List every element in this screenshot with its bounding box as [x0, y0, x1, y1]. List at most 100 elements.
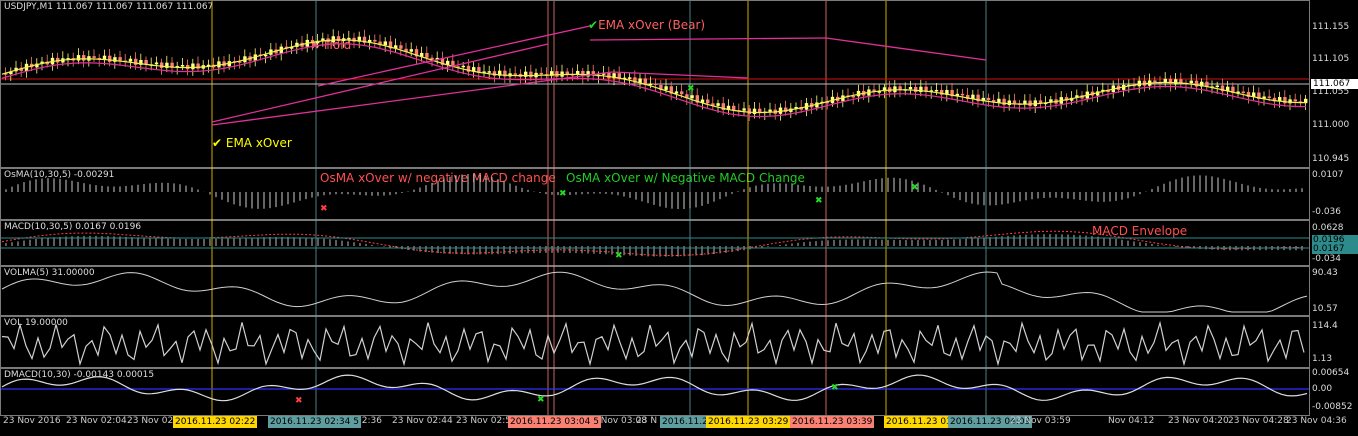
candle-body	[950, 89, 954, 97]
candle-body	[134, 58, 138, 65]
price-scale-4: 111.000	[1312, 120, 1350, 130]
candle-body	[440, 57, 445, 65]
candle-body	[1096, 91, 1100, 96]
price-scale-1: 111.155	[1312, 22, 1350, 32]
candle-body	[659, 84, 663, 90]
candle-body	[430, 57, 434, 60]
candle-body	[1272, 97, 1277, 102]
candle-body	[170, 62, 174, 68]
candle-body	[498, 70, 502, 76]
candle-body	[362, 36, 367, 43]
candle-body	[758, 108, 762, 114]
candle-body	[960, 93, 965, 96]
candle-body	[794, 106, 798, 109]
candle-body	[336, 36, 341, 42]
signal-mark: ✖	[831, 383, 839, 393]
time-label-2: 23 Nov 02:04	[66, 416, 127, 426]
time-highlight-6: 2016.11.23 03:39	[790, 416, 875, 428]
candle-body	[404, 48, 408, 52]
candle-body	[373, 39, 377, 42]
volma-scale-1: 90.43	[1312, 268, 1338, 278]
ema-slow-line	[1, 43, 1307, 118]
candle-body	[1200, 81, 1204, 87]
candle-body	[529, 71, 533, 78]
volma-title: VOLMA(5) 31.00000	[4, 268, 95, 278]
candle-body	[706, 99, 710, 104]
trend-line	[211, 43, 549, 123]
candle-body	[1226, 86, 1230, 92]
volma-pane[interactable]: VOLMA(5) 31.00000	[0, 266, 1310, 316]
candle-body	[992, 100, 996, 103]
candle-body	[825, 101, 829, 104]
candle-body	[446, 60, 450, 65]
candle-body	[576, 70, 580, 75]
candle-body	[66, 58, 70, 60]
main-price-pane[interactable]: USDJPY,M1 111.067 111.067 111.067 111.06…	[0, 0, 1310, 168]
candle-body	[456, 66, 460, 68]
time-label-1: 23 Nov 2016	[3, 416, 61, 426]
candle-body	[399, 45, 403, 49]
candle-body	[856, 90, 861, 97]
candle-body	[409, 49, 413, 52]
dmacd-pane[interactable]: DMACD(10,30) -0.00143 0.00015	[0, 368, 1310, 416]
osma-pos-annotation: OsMA xOver w/ Negative MACD Change	[566, 171, 805, 185]
chart-title: USDJPY,M1 111.067 111.067 111.067 111.06…	[4, 2, 214, 12]
candle-body	[472, 67, 476, 72]
macd-title: MACD(10,30,5) 0.0167 0.0196	[4, 222, 142, 232]
candle-body	[1246, 91, 1251, 97]
time-label-10: Nov 04:12	[1108, 416, 1155, 426]
candle-body	[1283, 97, 1287, 104]
vol-pane[interactable]: VOL 19.00000	[0, 316, 1310, 368]
candle-body	[513, 73, 517, 75]
time-label-9: 23 Nov 03:59	[1010, 416, 1071, 426]
candle-body	[144, 59, 148, 65]
osma-scale-1: 0.0107	[1312, 170, 1344, 180]
price-scale-5: 110.945	[1312, 154, 1350, 164]
candle-body	[414, 49, 419, 57]
candle-body	[617, 73, 621, 79]
candle-body	[1064, 97, 1069, 101]
candle-body	[40, 61, 44, 64]
candle-body	[1252, 92, 1256, 97]
ema-xover-bear-annotation: ✔EMA xOver (Bear)	[588, 18, 706, 32]
trend-line	[211, 71, 613, 126]
time-highlight-1: 2016.11.23 02:22	[173, 416, 258, 428]
candle-body	[1293, 99, 1297, 102]
candle-body	[92, 56, 96, 58]
candle-body	[622, 77, 627, 80]
candle-body	[378, 41, 382, 46]
candle-body	[550, 71, 554, 76]
candle-body	[1168, 78, 1173, 85]
candle-body	[1007, 100, 1011, 106]
signal-mark: ✖	[537, 395, 545, 405]
volma-line	[1, 271, 1308, 313]
candle-body	[981, 97, 985, 102]
signal-mark: ✖	[615, 251, 623, 261]
candle-body	[139, 59, 143, 65]
trend-line	[589, 37, 827, 41]
macd-pane[interactable]: MACD(10,30,5) 0.0167 0.0196	[0, 220, 1310, 266]
osma-pane[interactable]: OsMA(10,30,5) -0.00291	[0, 168, 1310, 220]
candle-body	[388, 41, 393, 49]
time-label-13: 23 Nov 04:36	[1286, 416, 1347, 426]
candle-body	[180, 64, 185, 67]
vol-scale-1: 114.4	[1312, 321, 1338, 331]
macd-scale-2: -0.034	[1312, 254, 1342, 264]
time-label-12: 23 Nov 04:28	[1228, 416, 1289, 426]
candle-body	[581, 70, 585, 77]
candle-body	[238, 61, 242, 63]
vol-title: VOL 19.00000	[4, 318, 68, 328]
candle-body	[160, 62, 164, 68]
candle-body	[565, 71, 569, 75]
macd-tag-1: 0.0196	[1312, 235, 1358, 245]
candle-body	[1137, 80, 1141, 87]
candle-body	[591, 71, 595, 76]
macd-envelope-line	[1, 230, 1304, 256]
candle-body	[321, 38, 325, 41]
osma-title: OsMA(10,30,5) -0.00291	[4, 170, 115, 180]
time-highlight-4: 2016.11.2	[660, 416, 710, 428]
candle-body	[971, 94, 975, 99]
candle-body	[768, 109, 772, 112]
candle-body	[607, 72, 611, 79]
